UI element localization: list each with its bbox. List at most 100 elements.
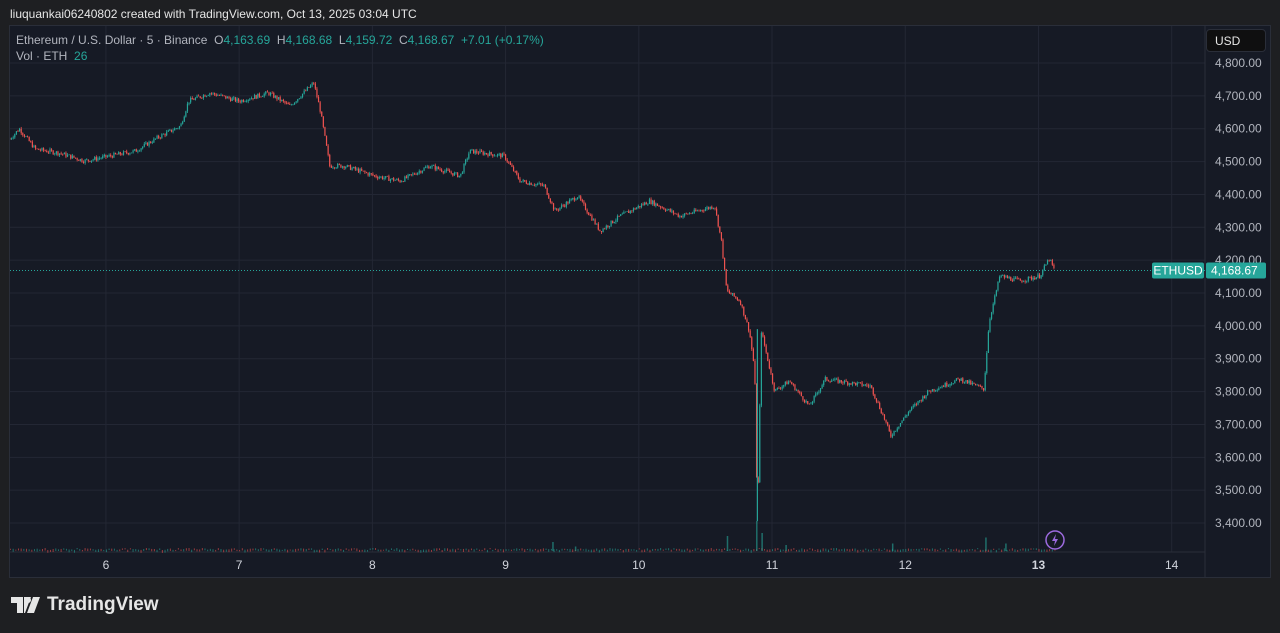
candle-body [548,194,550,199]
candle-body [871,385,873,388]
volume-bar [281,549,283,551]
candle-body [356,168,358,170]
candle-body [465,159,467,164]
candle-body [150,141,152,143]
candle-body [733,293,735,297]
candle-body [716,208,718,215]
volume-bar [572,549,574,553]
volume-bar [686,548,688,551]
candle-body [1027,276,1029,281]
volume-bar [769,549,771,552]
candle-body [476,150,478,153]
volume-bar [931,548,933,551]
candle-body [316,88,318,97]
candle-body [1053,264,1055,268]
candle-body [904,416,906,418]
volume-bar [950,549,952,552]
candle-body [714,207,716,209]
candle-body [134,149,136,151]
volume-bar [156,549,158,553]
candle-body [279,97,281,101]
candle-body [433,165,435,167]
candle-body [330,165,332,168]
candle-body [487,154,489,156]
volume-bar [313,549,315,553]
volume-bar [628,548,630,552]
chart-frame[interactable]: 3,400.00 3,500.00 3,600.00 3,700.00 3,800.00… [9,25,1271,578]
candle-body [327,145,329,155]
volume-bar [396,548,398,551]
volume-bar [819,549,821,553]
volume-bar [926,548,928,551]
candle-body [624,211,627,213]
volume-bar [742,549,744,552]
candle-body [986,352,988,373]
candle-body [982,388,985,391]
candle-body [1000,275,1002,277]
volume-bar [827,549,829,553]
volume-bar [641,549,643,553]
chart-credit: liuquankai06240802 created with TradingV… [10,7,417,21]
currency-button[interactable]: USD [1206,29,1266,52]
symbol-title[interactable]: Ethereum / U.S. Dollar · 5 · Binance [16,33,208,47]
candle-body [469,149,472,154]
volume-bar [859,549,861,551]
candle-body [473,149,475,154]
volume-label[interactable]: Vol · ETH [16,49,68,63]
volume-bar [793,548,795,550]
last-price-label: 4,168.67 [1211,263,1258,277]
volume-bar [513,548,515,551]
price-chart[interactable]: 3,400.00 3,500.00 3,600.00 3,700.00 3,800.00… [10,26,1272,579]
candle-body [538,183,540,185]
volume-bar [542,548,544,552]
candle-body [90,160,93,162]
candle-body [238,98,240,102]
volume-bar [84,548,86,551]
candle-body [461,172,464,174]
candle-body [559,207,561,211]
candle-body [1032,277,1034,280]
candle-body [586,209,588,213]
lightning-icon[interactable] [1045,530,1065,550]
candle-body [677,213,679,217]
candle-body [612,220,614,224]
volume-bar [223,549,225,553]
candle-body [102,156,104,159]
volume-bar [399,549,401,552]
lightning-icon-bolt [1052,534,1058,546]
candle-body [696,210,699,212]
candle-body [292,104,294,106]
candle-body [477,152,480,154]
volume-bar [103,549,105,552]
volume-bar [36,548,38,552]
tradingview-logo[interactable]: TradingView [11,594,159,616]
price-tick-label: 3,800.00 [1215,385,1262,399]
candle-body [55,151,57,154]
candle-body [896,428,898,431]
volume-bar [33,549,35,552]
candle-body [212,93,214,94]
candle-body [914,404,916,406]
candle-body [861,382,863,386]
candle-body [405,176,408,178]
candle-body [1042,270,1044,276]
volume-bar [60,548,62,552]
candle-body [110,154,112,157]
volume-bar [958,549,960,553]
candle-body [362,170,364,172]
candle-body [413,173,416,175]
volume-bar [255,548,257,551]
volume-bar [10,548,11,550]
volume-bar [209,548,211,552]
candle-body [987,331,989,353]
volume-bar [71,549,73,552]
candle-body [138,150,141,152]
volume-bar [276,548,278,552]
volume-bar [910,548,912,552]
volume-bar [454,549,456,553]
volume-bar [473,549,475,552]
volume-bar [889,549,891,553]
volume-bar [207,549,209,552]
candle-body [129,153,131,155]
candle-body [196,95,198,98]
